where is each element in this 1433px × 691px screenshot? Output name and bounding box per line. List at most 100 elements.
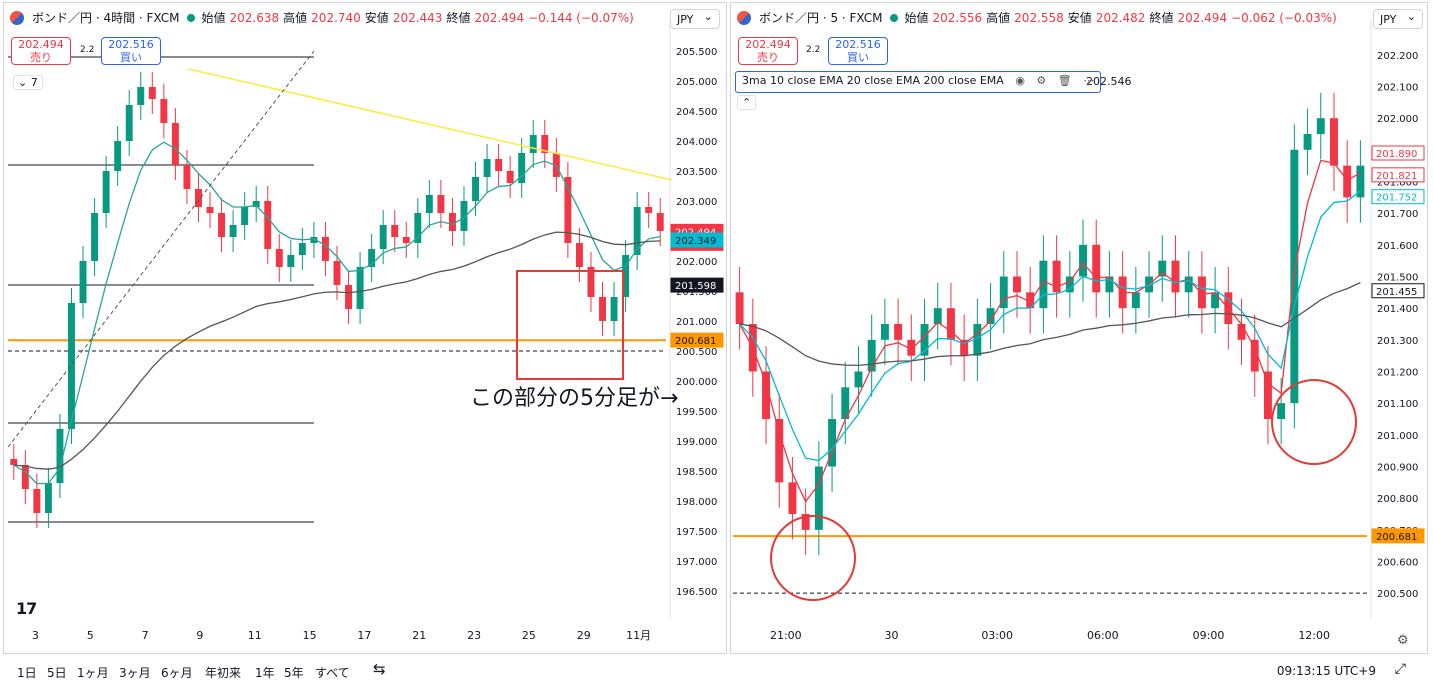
- symbol-title[interactable]: ボンド／円 · 4時間 · FXCM: [32, 11, 180, 25]
- price-label-box: [1371, 283, 1425, 299]
- buy-price: 202.516: [108, 38, 154, 51]
- range-6m[interactable]: 6ヶ月: [161, 666, 193, 680]
- price-label: 202.349: [675, 236, 716, 247]
- candle-body: [933, 308, 942, 324]
- x-tick-label: 3: [32, 629, 39, 642]
- y-tick-label: 201.600: [1377, 241, 1418, 252]
- y-tick-label: 201.000: [676, 317, 717, 328]
- trendline: [188, 68, 673, 181]
- indicator-legend[interactable]: 3ma 10 close EMA 20 close EMA 200 close …: [735, 71, 1102, 93]
- candle-body: [287, 255, 295, 267]
- candle-body: [68, 303, 75, 429]
- candle-body: [1303, 134, 1312, 150]
- x-tick-label: 5: [87, 629, 94, 642]
- x-tick-label: 21:00: [770, 629, 802, 642]
- low-value: 202.482: [1095, 10, 1146, 25]
- candle-body: [1263, 371, 1272, 419]
- candle-body: [44, 483, 52, 513]
- left-chart-panel[interactable]: 196.500 197.000 197.500 198.000 198.500 199.0…: [3, 2, 727, 654]
- candle-body: [195, 189, 202, 207]
- x-tick-label: 11月: [626, 629, 651, 642]
- price-label-box: [1371, 145, 1425, 161]
- settings-icon[interactable]: ⚙: [1036, 74, 1047, 87]
- range-1d[interactable]: 1日: [17, 666, 37, 680]
- market-open-icon: [186, 13, 195, 22]
- candle-body: [1237, 324, 1246, 340]
- y-tick-label: 202.200: [1377, 51, 1418, 62]
- more-icon[interactable]: ⋯: [1083, 74, 1095, 87]
- buy-button[interactable]: 202.516 買い: [101, 37, 161, 65]
- buy-label: 買い: [120, 51, 142, 64]
- price-label: 201.890: [1376, 149, 1417, 160]
- moving-average-line: [739, 282, 1361, 367]
- price-label: 201.455: [1376, 287, 1417, 298]
- y-tick-label: 202.000: [676, 257, 717, 268]
- high-label: 高値: [986, 11, 1011, 25]
- high-label: 高値: [283, 11, 308, 25]
- candle-body: [148, 87, 156, 99]
- price-label-box: [670, 232, 724, 248]
- price-label: 200.681: [675, 336, 716, 347]
- open-value: 202.556: [932, 10, 983, 25]
- candle-body: [1065, 276, 1074, 293]
- right-chart-svg[interactable]: 200.500200.600200.700200.800200.900201.0…: [731, 3, 1429, 655]
- candle-body: [252, 201, 260, 207]
- x-tick-label: 09:00: [1193, 629, 1225, 642]
- currency-select[interactable]: JPY: [670, 7, 720, 29]
- right-chart-panel[interactable]: 200.500200.600200.700200.800200.900201.0…: [730, 2, 1428, 654]
- candle-body: [206, 207, 214, 213]
- x-tick-label: 03:00: [981, 629, 1013, 642]
- candle-body: [472, 177, 479, 201]
- x-tick-label: 25: [522, 629, 536, 642]
- y-tick-label: 205.500: [676, 47, 717, 58]
- highlight-circle: [1271, 379, 1357, 465]
- candle-body: [960, 339, 969, 356]
- y-tick-label: 199.000: [676, 437, 717, 448]
- y-tick-label: 197.000: [676, 557, 717, 568]
- candle-body: [91, 213, 99, 261]
- range-3m[interactable]: 3ヶ月: [119, 666, 151, 680]
- currency-select[interactable]: JPY: [1373, 7, 1423, 29]
- candle-body: [587, 267, 595, 297]
- date-range-icon[interactable]: ⇆: [373, 660, 386, 678]
- y-tick-label: 201.700: [1377, 209, 1418, 220]
- sell-button[interactable]: 202.494 売り: [11, 37, 71, 65]
- candle-body: [506, 171, 514, 183]
- symbol-title[interactable]: ボンド／円 · 5 · FXCM: [759, 11, 883, 25]
- change-value: −0.144 (−0.07%): [528, 10, 634, 25]
- sell-button[interactable]: 202.494 売り: [738, 37, 798, 65]
- delete-icon[interactable]: 🗑: [1057, 74, 1072, 87]
- price-label: 200.681: [1376, 532, 1417, 543]
- candle-body: [448, 213, 456, 231]
- collapse-legend-button[interactable]: ⌃: [737, 95, 757, 110]
- left-chart-svg[interactable]: 196.500 197.000 197.500 198.000 198.500 199.0…: [4, 3, 728, 655]
- y-tick-label: 201.000: [1377, 431, 1418, 442]
- candle-body: [1039, 260, 1048, 309]
- tradingview-logo: 17: [16, 599, 37, 618]
- x-tick-label: 06:00: [1087, 629, 1119, 642]
- indicators-toggle[interactable]: ⌄ 7: [13, 75, 43, 90]
- eye-icon[interactable]: ◉: [1015, 74, 1025, 87]
- candle-body: [1131, 292, 1140, 309]
- candle-body: [1356, 165, 1365, 198]
- candle-body: [1079, 244, 1087, 277]
- range-5d[interactable]: 5日: [47, 666, 67, 680]
- expand-icon[interactable]: ⤢: [1394, 661, 1406, 677]
- x-tick-label: 21: [412, 629, 426, 642]
- y-tick-label: 196.500: [676, 587, 717, 598]
- range-all[interactable]: すべて: [315, 666, 350, 680]
- candle-body: [946, 308, 955, 340]
- candle-body: [1092, 244, 1101, 293]
- range-5y[interactable]: 5年: [284, 666, 304, 680]
- x-tick-label: 29: [577, 629, 591, 642]
- range-ytd[interactable]: 年初来: [205, 666, 242, 680]
- high-value: 202.740: [311, 10, 361, 25]
- range-1m[interactable]: 1ヶ月: [77, 666, 109, 680]
- chart-settings-gear-icon[interactable]: ⚙: [1397, 633, 1409, 648]
- buy-button[interactable]: 202.516 買い: [828, 37, 888, 65]
- buy-price: 202.516: [835, 38, 881, 51]
- candle-body: [368, 249, 376, 267]
- candle-body: [1316, 118, 1325, 134]
- price-label: 201.598: [675, 281, 716, 292]
- range-1y[interactable]: 1年: [255, 666, 275, 680]
